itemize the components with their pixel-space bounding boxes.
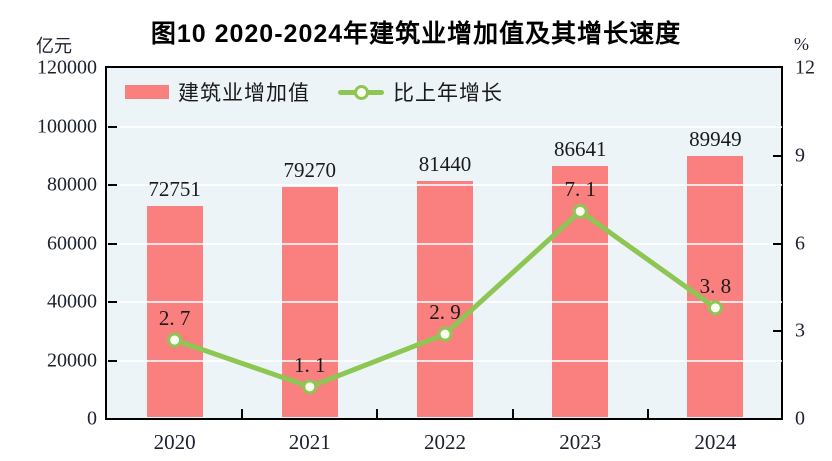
growth-value-label-2022: 2. 9 bbox=[429, 300, 461, 325]
growth-value-label-2023: 7. 1 bbox=[564, 177, 596, 202]
right-axis-tick-label: 9 bbox=[795, 144, 805, 167]
x-axis-label-2023: 2023 bbox=[559, 430, 602, 454]
bar-value-label-2022: 81440 bbox=[418, 151, 472, 176]
growth-value-label-2020: 2. 7 bbox=[158, 306, 191, 331]
line-legend-label: 比上年增长 bbox=[393, 81, 503, 105]
bar-value-label-2023: 86641 bbox=[553, 136, 607, 161]
growth-value-label-2021: 1. 1 bbox=[294, 352, 326, 377]
bar-value-label-2021: 79270 bbox=[283, 158, 337, 183]
right-axis-tick-label: 3 bbox=[795, 319, 805, 342]
left-axis-tick bbox=[108, 184, 117, 186]
left-axis-tick bbox=[108, 301, 117, 303]
line-legend-swatch bbox=[338, 84, 384, 100]
right-axis-tick-label: 12 bbox=[795, 56, 815, 79]
left-axis-tick bbox=[108, 359, 117, 362]
bar-value-label-2024: 89949 bbox=[689, 126, 742, 151]
right-axis-tick-label: 0 bbox=[795, 407, 805, 430]
bar-legend-label: 建筑业增加值 bbox=[178, 81, 310, 105]
right-axis-tick bbox=[773, 154, 782, 157]
left-axis-tick-label: 20000 bbox=[47, 349, 97, 371]
gridline bbox=[108, 359, 782, 362]
right-axis-tick-label: 6 bbox=[795, 232, 805, 254]
x-axis-label-2024: 2024 bbox=[694, 430, 737, 454]
growth-value-label-2024: 3. 8 bbox=[699, 273, 732, 298]
bar-2023 bbox=[552, 165, 609, 417]
right-axis-tick bbox=[773, 330, 782, 333]
legend: 建筑业增加值 比上年增长 bbox=[125, 79, 503, 105]
x-axis-label-2021: 2021 bbox=[288, 430, 331, 454]
x-axis-label-2020: 2020 bbox=[153, 430, 196, 454]
gridline bbox=[108, 184, 782, 186]
left-axis-tick-label: 80000 bbox=[47, 173, 97, 196]
left-axis-tick bbox=[108, 242, 117, 245]
left-axis-tick-label: 40000 bbox=[47, 290, 97, 313]
left-axis-unit-label: 亿元 bbox=[36, 36, 72, 56]
x-axis-tick bbox=[646, 409, 649, 418]
right-axis-unit-label: % bbox=[794, 34, 809, 54]
x-axis-label-2022: 2022 bbox=[424, 430, 466, 454]
left-axis-tick bbox=[108, 125, 117, 128]
bar-value-label-2020: 72751 bbox=[148, 177, 201, 202]
bar-legend-swatch bbox=[125, 85, 169, 99]
x-axis-tick bbox=[241, 409, 244, 418]
gridline bbox=[108, 125, 782, 128]
left-axis-tick-label: 100000 bbox=[37, 115, 97, 137]
chart-title: 图10 2020-2024年建筑业增加值及其增长速度 bbox=[150, 20, 682, 48]
right-axis-tick bbox=[773, 242, 782, 245]
x-axis-tick bbox=[511, 409, 514, 418]
left-axis-tick-label: 60000 bbox=[47, 232, 97, 254]
left-axis-tick-label: 120000 bbox=[37, 56, 97, 79]
bar-2022 bbox=[417, 180, 473, 417]
line-legend-marker-icon bbox=[354, 84, 369, 100]
left-axis-tick-label: 0 bbox=[87, 407, 97, 430]
gridline bbox=[108, 242, 782, 245]
x-axis-tick bbox=[376, 409, 379, 418]
